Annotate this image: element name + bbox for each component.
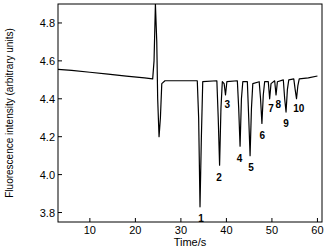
peak-label: 10 <box>293 103 305 114</box>
x-tick <box>89 218 90 222</box>
y-tick-label: 3.8 <box>40 207 55 219</box>
peak-label: 7 <box>268 103 274 114</box>
x-tick-label: 60 <box>311 224 323 236</box>
trace-line <box>58 4 317 207</box>
x-axis-label: Time/s <box>174 236 207 248</box>
peak-label: 2 <box>216 172 222 183</box>
y-tick <box>58 60 62 61</box>
x-tick <box>180 218 181 222</box>
y-tick-label: 4.6 <box>40 55 55 67</box>
x-tick <box>271 218 272 222</box>
peak-label: 4 <box>237 153 243 164</box>
y-tick-label: 4.8 <box>40 17 55 29</box>
x-tick-label: 40 <box>220 224 232 236</box>
x-tick-label: 30 <box>175 224 187 236</box>
peak-label: 6 <box>260 130 266 141</box>
peak-label: 1 <box>198 213 204 224</box>
y-tick <box>58 212 62 213</box>
x-tick <box>317 218 318 222</box>
chart: 10 20 30 40 50 60 3.8 4.0 4.2 4.4 4.6 4.8 Time/s Fluo… <box>0 0 329 249</box>
peak-label: 3 <box>225 99 231 110</box>
x-tick <box>135 218 136 222</box>
x-tick-label: 50 <box>266 224 278 236</box>
peak-label: 5 <box>248 162 254 173</box>
y-tick <box>58 22 62 23</box>
y-tick-label: 4.4 <box>40 93 55 105</box>
y-tick <box>58 98 62 99</box>
data-group <box>58 4 317 207</box>
peak-label: 9 <box>283 118 289 129</box>
y-tick <box>58 174 62 175</box>
y-axis-label: Fluorescence intensity (arbitrary units) <box>4 28 15 198</box>
plot-frame <box>58 4 322 222</box>
x-tick-label: 20 <box>129 224 141 236</box>
y-tick <box>58 136 62 137</box>
x-tick <box>226 218 227 222</box>
y-tick-label: 4.2 <box>40 131 55 143</box>
y-tick-label: 4.0 <box>40 169 55 181</box>
x-tick-label: 10 <box>84 224 96 236</box>
peak-label: 8 <box>276 99 282 110</box>
